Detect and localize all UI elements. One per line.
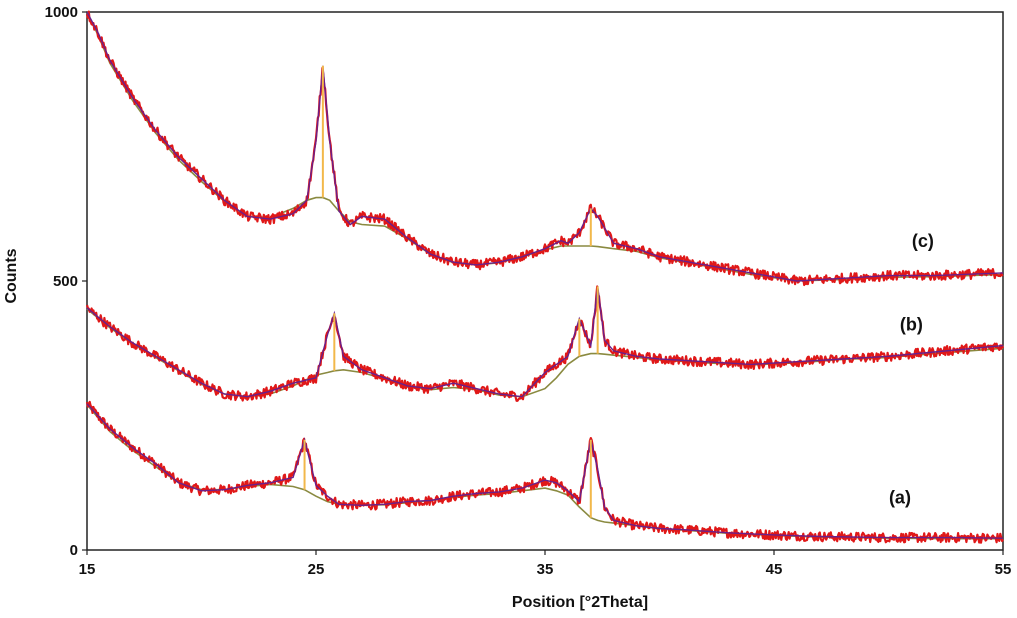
plot-area <box>86 11 1004 551</box>
series-2: (c) <box>85 10 1004 287</box>
fit-curve <box>86 286 1004 398</box>
x-tick-label: 25 <box>308 561 325 578</box>
y-axis-title: Counts <box>3 248 20 303</box>
series-0: (a) <box>85 400 1004 544</box>
fit-curve <box>86 403 1004 539</box>
data-trace <box>85 10 1004 287</box>
data-trace <box>85 285 1005 402</box>
x-axis-title: Position [°2Theta] <box>512 594 648 611</box>
series-1: (b) <box>85 285 1005 402</box>
y-tick-label: 1000 <box>45 4 78 21</box>
curve-label: (c) <box>912 231 934 251</box>
x-tick-label: 55 <box>995 561 1012 578</box>
y-tick-label: 0 <box>70 542 78 559</box>
fit-curve <box>86 11 1004 282</box>
x-tick-label: 15 <box>79 561 96 578</box>
curve-label: (a) <box>889 487 911 507</box>
x-tick-label: 45 <box>766 561 783 578</box>
curve-label: (b) <box>900 314 923 334</box>
x-tick-label: 35 <box>537 561 554 578</box>
y-tick-label: 500 <box>53 273 78 290</box>
